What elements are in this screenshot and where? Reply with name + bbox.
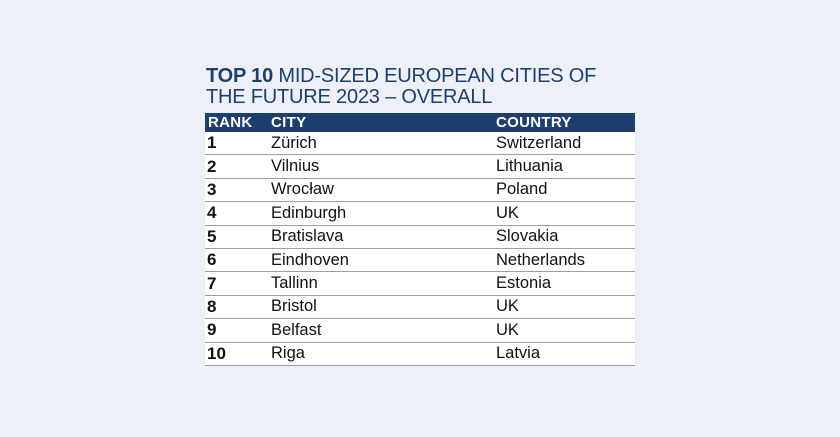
city-cell: Tallinn: [271, 274, 318, 293]
table-row: 4 Edinburgh UK: [205, 201, 635, 226]
table-row: 7 Tallinn Estonia: [205, 271, 635, 296]
city-cell: Bristol: [271, 297, 317, 316]
country-cell: Lithuania: [496, 157, 563, 176]
city-cell: Zürich: [271, 133, 317, 152]
rank-cell: 1: [207, 133, 217, 153]
rank-cell: 7: [207, 273, 217, 293]
rank-cell: 10: [207, 343, 226, 363]
title-text: MID-SIZED EUROPEAN CITIES OF THE FUTURE …: [206, 65, 597, 108]
city-cell: Bratislava: [271, 227, 344, 246]
rank-cell: 3: [207, 179, 217, 199]
header-rank: RANK: [208, 114, 253, 131]
country-cell: Slovakia: [496, 227, 559, 246]
header-city: CITY: [271, 114, 307, 131]
table-row: 9 Belfast UK: [205, 318, 635, 343]
city-cell: Edinburgh: [271, 203, 347, 222]
header-row: RANK CITY COUNTRY: [205, 113, 635, 132]
table-row: 5 Bratislava Slovakia: [205, 225, 635, 249]
city-cell: Eindhoven: [271, 250, 349, 269]
header-country: COUNTRY: [496, 114, 572, 131]
country-cell: UK: [496, 203, 519, 222]
rank-cell: 6: [207, 250, 217, 270]
ranking-table: RANK CITY COUNTRY 1 Zürich Switzerland 2 Vil…: [205, 113, 635, 366]
table-row: 10 Riga Latvia: [205, 342, 635, 366]
country-cell: Switzerland: [496, 133, 582, 152]
table-row: 1 Zürich Switzerland: [205, 132, 635, 155]
city-cell: Riga: [271, 344, 305, 363]
title-highlight: TOP 10: [206, 65, 273, 87]
table-row: 6 Eindhoven Netherlands: [205, 248, 635, 272]
table-row: 2 Vilnius Lithuania: [205, 154, 635, 179]
rank-cell: 5: [207, 226, 217, 246]
city-cell: Wrocław: [271, 180, 334, 199]
city-cell: Belfast: [271, 320, 322, 339]
rank-cell: 2: [207, 156, 217, 176]
table-title: TOP 10 MID-SIZED EUROPEAN CITIES OF THE …: [206, 66, 635, 108]
table-header: RANK CITY COUNTRY: [205, 113, 635, 132]
country-cell: Poland: [496, 180, 548, 199]
rank-cell: 4: [207, 203, 217, 223]
ranking-card: TOP 10 MID-SIZED EUROPEAN CITIES OF THE …: [205, 66, 635, 366]
country-cell: Netherlands: [496, 250, 585, 269]
city-cell: Vilnius: [271, 157, 320, 176]
country-cell: Estonia: [496, 274, 552, 293]
rank-cell: 9: [207, 320, 217, 340]
country-cell: UK: [496, 320, 519, 339]
country-cell: Latvia: [496, 344, 541, 363]
rank-cell: 8: [207, 296, 217, 316]
table-row: 8 Bristol UK: [205, 295, 635, 319]
table-row: 3 Wrocław Poland: [205, 178, 635, 202]
country-cell: UK: [496, 297, 519, 316]
table-body: 1 Zürich Switzerland 2 Vilnius Lithuania 3 Wroc…: [205, 132, 635, 366]
